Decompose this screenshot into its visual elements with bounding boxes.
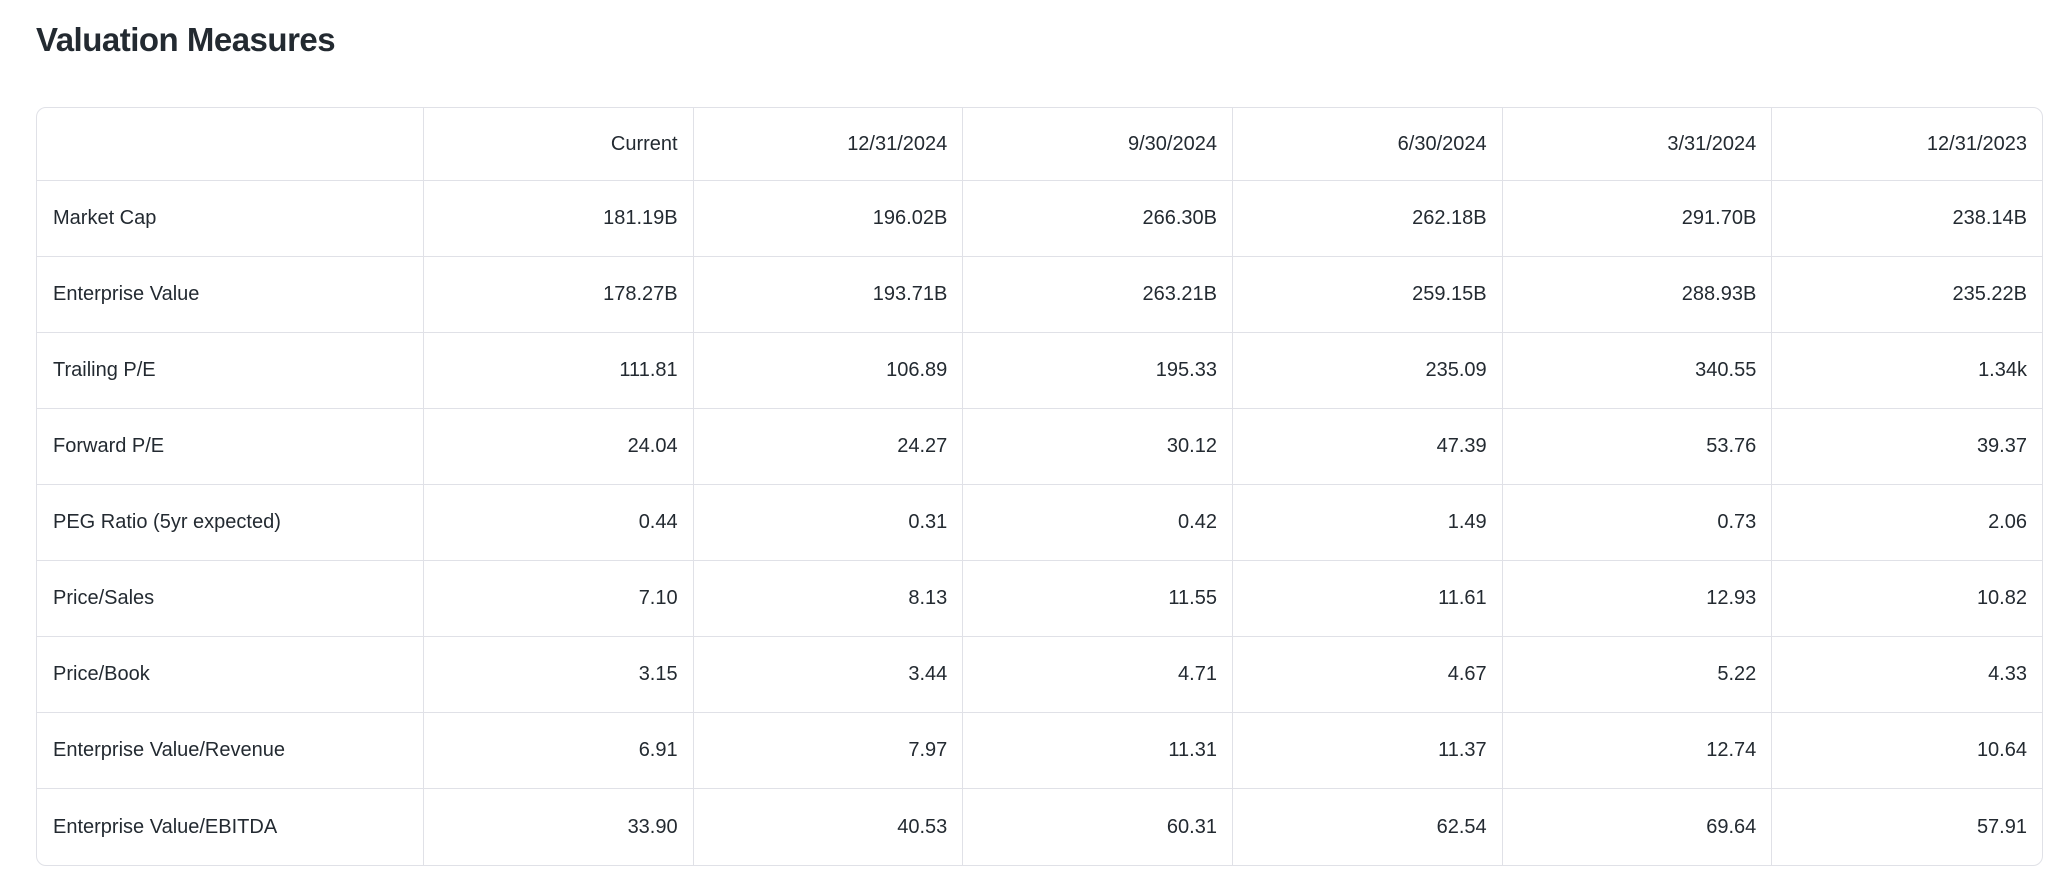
metric-value-cell: 62.54: [1233, 789, 1503, 865]
column-header: 3/31/2024: [1502, 108, 1773, 181]
metric-value-cell: 7.97: [693, 713, 964, 789]
row-label: Forward P/E: [37, 409, 424, 485]
valuation-table: Current 12/31/2024 9/30/2024 6/30/2024 3/31/…: [36, 107, 2043, 866]
metric-value-cell: 196.02B: [693, 181, 964, 257]
row-label: PEG Ratio (5yr expected): [37, 485, 424, 561]
table-row: Trailing P/E 111.81 106.89 195.33 235.09 340…: [37, 333, 2042, 409]
metric-value-cell: 238.14B: [1772, 181, 2042, 257]
metric-value-cell: 10.82: [1772, 561, 2042, 637]
table-row: Price/Sales 7.10 8.13 11.55 11.61 12.93 10.82: [37, 561, 2042, 637]
metric-value-cell: 0.44: [423, 485, 694, 561]
metric-value-cell: 10.64: [1772, 713, 2042, 789]
metric-value-cell: 12.74: [1502, 713, 1773, 789]
metric-value-cell: 1.34k: [1772, 333, 2042, 409]
section-title: Valuation Measures: [36, 21, 336, 58]
metric-value-cell: 340.55: [1502, 333, 1773, 409]
metric-value-cell: 47.39: [1232, 409, 1503, 485]
metric-value-cell: 235.09: [1232, 333, 1503, 409]
metric-value-cell: 11.37: [1232, 713, 1503, 789]
metric-value-cell: 60.31: [963, 789, 1233, 865]
table-row: Enterprise Value 178.27B 193.71B 263.21B 25…: [37, 257, 2042, 333]
metric-value-cell: 3.44: [693, 637, 964, 713]
metric-value-cell: 195.33: [963, 333, 1233, 409]
row-label: Enterprise Value/EBITDA: [37, 789, 424, 865]
metric-value-cell: 39.37: [1772, 409, 2042, 485]
metric-value-cell: 53.76: [1502, 409, 1773, 485]
header-row: Current 12/31/2024 9/30/2024 6/30/2024 3/31/…: [37, 108, 2042, 181]
table-row: Forward P/E 24.04 24.27 30.12 47.39 53.76 39.…: [37, 409, 2042, 485]
metric-value-cell: 33.90: [424, 789, 694, 865]
metric-value-cell: 4.33: [1772, 637, 2042, 713]
metric-value-cell: 5.22: [1502, 637, 1773, 713]
metric-value-cell: 0.31: [693, 485, 964, 561]
metric-value-cell: 11.31: [963, 713, 1233, 789]
metric-value-cell: 11.55: [963, 561, 1233, 637]
row-label: Enterprise Value: [37, 257, 424, 333]
table-header: Current 12/31/2024 9/30/2024 6/30/2024 3/31/…: [37, 108, 2042, 181]
metric-value-cell: 24.27: [693, 409, 964, 485]
metric-value-cell: 40.53: [694, 789, 964, 865]
valuation-table-container: Current 12/31/2024 9/30/2024 6/30/2024 3/31/…: [36, 107, 2043, 866]
metric-value-cell: 111.81: [423, 333, 694, 409]
metric-value-cell: 266.30B: [963, 181, 1233, 257]
table-row: Price/Book 3.15 3.44 4.71 4.67 5.22 4.33: [37, 637, 2042, 713]
metric-value-cell: 12.93: [1502, 561, 1773, 637]
metric-value-cell: 193.71B: [693, 257, 964, 333]
metric-value-cell: 181.19B: [423, 181, 694, 257]
column-header: Current: [423, 108, 694, 181]
row-label: Price/Book: [37, 637, 424, 713]
row-label: Market Cap: [37, 181, 424, 257]
row-label: Price/Sales: [37, 561, 424, 637]
metric-value-cell: 4.67: [1232, 637, 1503, 713]
metric-value-cell: 106.89: [693, 333, 964, 409]
table-body: Market Cap 181.19B 196.02B 266.30B 262.18B 2…: [37, 181, 2042, 865]
metric-value-cell: 2.06: [1772, 485, 2042, 561]
row-label: Trailing P/E: [37, 333, 424, 409]
metric-value-cell: 235.22B: [1772, 257, 2042, 333]
metric-value-cell: 11.61: [1232, 561, 1503, 637]
metric-value-cell: 263.21B: [963, 257, 1233, 333]
metric-value-cell: 3.15: [423, 637, 694, 713]
metric-value-cell: 178.27B: [423, 257, 694, 333]
metric-value-cell: 291.70B: [1502, 181, 1773, 257]
column-header: 9/30/2024: [963, 108, 1233, 181]
metric-value-cell: 24.04: [423, 409, 694, 485]
corner-header: [37, 108, 424, 181]
column-header: 12/31/2024: [693, 108, 964, 181]
metric-value-cell: 30.12: [963, 409, 1233, 485]
metric-value-cell: 7.10: [423, 561, 694, 637]
metric-value-cell: 0.42: [963, 485, 1233, 561]
metric-value-cell: 262.18B: [1232, 181, 1503, 257]
metric-value-cell: 0.73: [1502, 485, 1773, 561]
metric-value-cell: 8.13: [693, 561, 964, 637]
table-row: PEG Ratio (5yr expected) 0.44 0.31 0.42 1.4…: [37, 485, 2042, 561]
column-header: 6/30/2024: [1232, 108, 1503, 181]
metric-value-cell: 259.15B: [1232, 257, 1503, 333]
metric-value-cell: 288.93B: [1502, 257, 1773, 333]
metric-value-cell: 4.71: [963, 637, 1233, 713]
row-label: Enterprise Value/Revenue: [37, 713, 424, 789]
metric-value-cell: 69.64: [1503, 789, 1773, 865]
metric-value-cell: 57.91: [1976, 815, 2027, 838]
metric-value-cell: 1.49: [1232, 485, 1503, 561]
column-header: 12/31/2023: [1772, 108, 2042, 181]
table-row: Enterprise Value/Revenue 6.91 7.97 11.31 11…: [37, 713, 2042, 789]
metric-value-cell: 6.91: [423, 713, 694, 789]
table-row: Market Cap 181.19B 196.02B 266.30B 262.18B 2…: [37, 181, 2042, 257]
table-row: Enterprise Value/EBITDA 33.90 40.53 60.31 6…: [37, 789, 2042, 865]
